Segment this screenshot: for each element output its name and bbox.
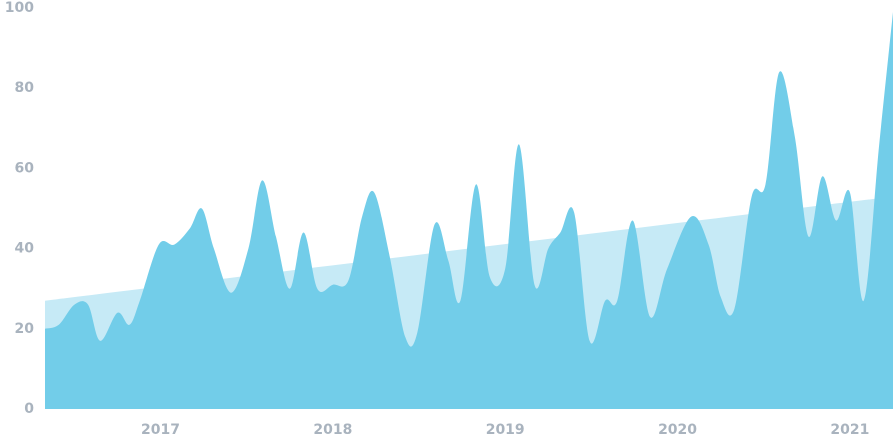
y-tick-label: 100	[5, 0, 34, 16]
x-tick-label: 2018	[313, 422, 352, 438]
x-tick-label: 2021	[830, 422, 869, 438]
y-tick-label: 80	[15, 80, 35, 96]
x-tick-label: 2017	[141, 422, 180, 438]
x-tick-label: 2020	[658, 422, 697, 438]
y-tick-label: 20	[15, 321, 35, 337]
x-tick-label: 2019	[486, 422, 525, 438]
y-tick-label: 0	[24, 401, 34, 417]
y-tick-label: 40	[15, 241, 35, 257]
y-tick-label: 60	[15, 160, 35, 176]
area	[45, 12, 893, 409]
